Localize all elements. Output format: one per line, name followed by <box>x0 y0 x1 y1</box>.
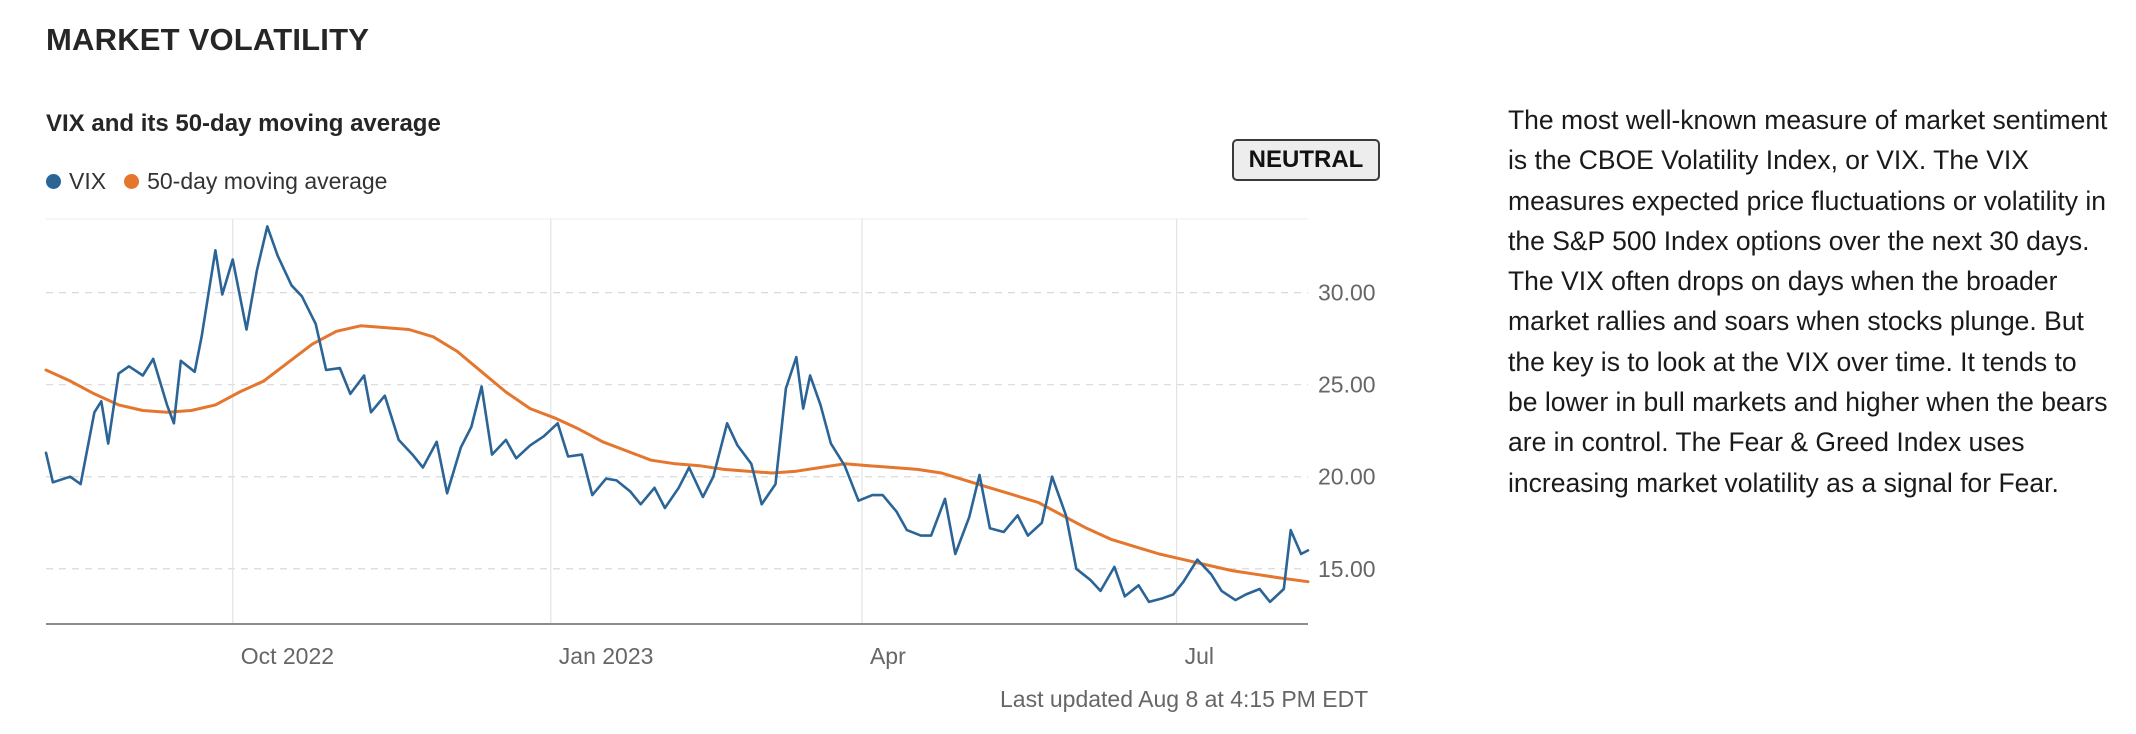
description-text: The most well-known measure of market se… <box>1508 105 2108 498</box>
sentiment-badge: NEUTRAL <box>1232 139 1380 181</box>
legend-label-moving-average: 50-day moving average <box>147 168 388 194</box>
vix-line <box>44 225 1310 604</box>
moving-average-line <box>44 324 1310 584</box>
x-tick-label: Jan 2023 <box>559 643 654 669</box>
chart-legend: VIX 50-day moving average <box>46 168 405 195</box>
legend-label-vix: VIX <box>69 168 107 194</box>
chart-title: VIX and its 50-day moving average <box>46 110 441 137</box>
y-tick-label: 30.00 <box>1318 280 1376 306</box>
legend-item-moving-average[interactable]: 50-day moving average <box>124 168 387 195</box>
y-tick-label: 15.00 <box>1318 556 1376 582</box>
x-tick-label: Apr <box>870 643 906 669</box>
section-title: MARKET VOLATILITY <box>46 22 370 57</box>
last-updated-text: Last updated Aug 8 at 4:15 PM EDT <box>1000 686 1369 712</box>
y-tick-label: 25.00 <box>1318 372 1376 398</box>
moving-average-legend-dot-icon <box>124 174 140 189</box>
vix-legend-dot-icon <box>46 174 61 189</box>
y-tick-label: 20.00 <box>1318 464 1376 490</box>
x-tick-label: Jul <box>1185 643 1214 669</box>
vix-chart: 15.00 20.00 25.00 30.00 Oct 2022 Jan 2023 Apr J… <box>44 218 1376 669</box>
x-tick-label: Oct 2022 <box>241 643 334 669</box>
legend-item-vix[interactable]: VIX <box>46 168 106 195</box>
